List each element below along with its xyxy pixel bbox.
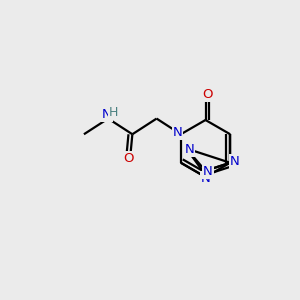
Text: N: N <box>203 165 213 178</box>
Text: N: N <box>184 143 194 156</box>
Text: O: O <box>202 88 212 101</box>
Text: N: N <box>201 172 210 185</box>
Text: N: N <box>230 155 239 168</box>
Text: N: N <box>102 109 112 122</box>
Text: O: O <box>123 152 134 165</box>
Text: H: H <box>108 106 118 119</box>
Text: N: N <box>172 126 182 139</box>
